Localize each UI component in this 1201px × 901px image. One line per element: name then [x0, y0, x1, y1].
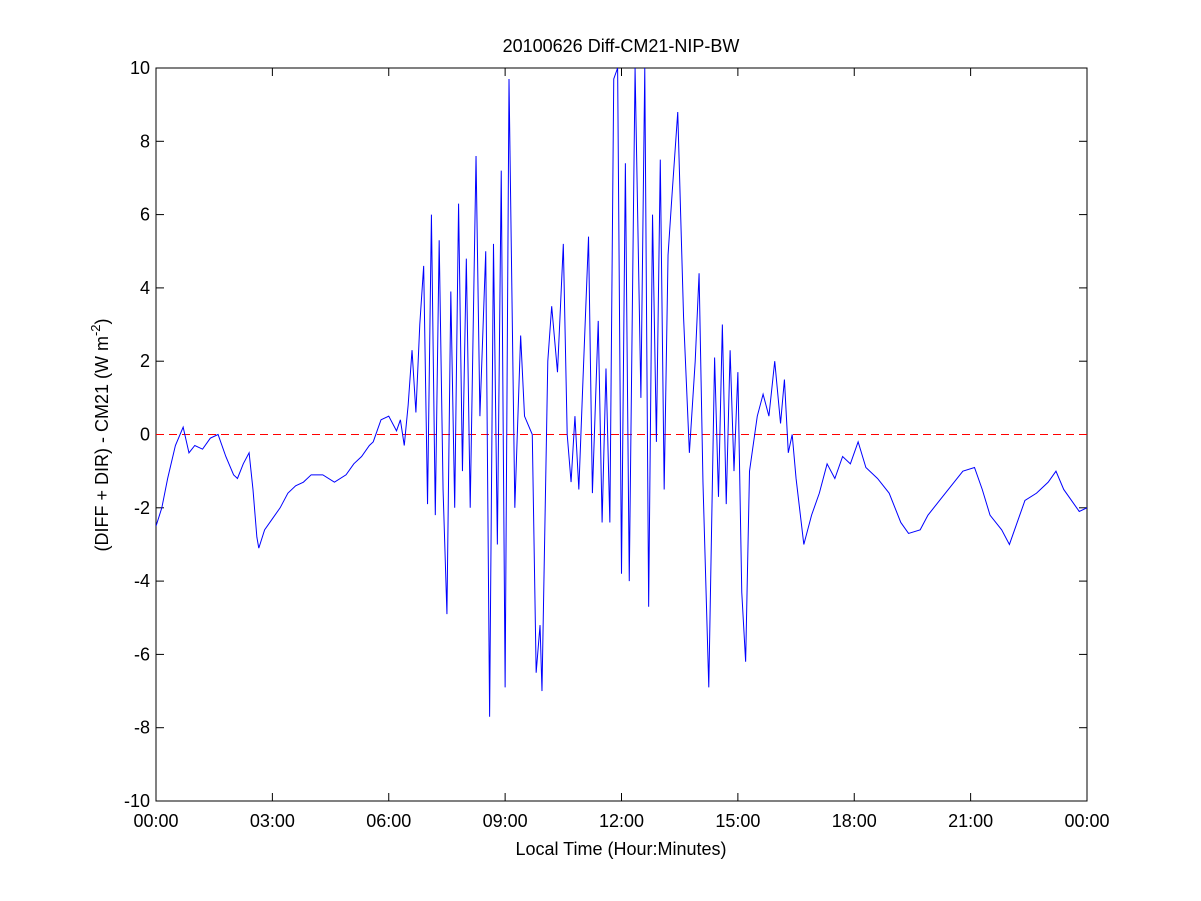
chart-title: 20100626 Diff-CM21-NIP-BW: [503, 36, 740, 56]
x-tick-label: 00:00: [133, 811, 178, 831]
x-tick-label: 21:00: [948, 811, 993, 831]
x-axis-label: Local Time (Hour:Minutes): [515, 839, 726, 859]
y-label-end: ): [92, 318, 112, 324]
x-tick-label: 09:00: [483, 811, 528, 831]
x-tick-label: 00:00: [1064, 811, 1109, 831]
y-label-sup: -2: [88, 324, 103, 336]
x-tick-label: 18:00: [832, 811, 877, 831]
y-tick-label: 6: [140, 205, 150, 225]
y-tick-label: -10: [124, 791, 150, 811]
x-tick-label: 12:00: [599, 811, 644, 831]
x-tick-label: 03:00: [250, 811, 295, 831]
data-line: [156, 68, 1087, 717]
x-tick-label: 15:00: [715, 811, 760, 831]
y-tick-label: -4: [134, 571, 150, 591]
y-tick-label: -6: [134, 644, 150, 664]
y-tick-label: 8: [140, 131, 150, 151]
y-tick-label: 0: [140, 425, 150, 445]
x-tick-label: 06:00: [366, 811, 411, 831]
y-tick-label: 2: [140, 351, 150, 371]
y-axis-label: (DIFF + DIR) - CM21 (W m-2): [88, 318, 112, 551]
y-label-text: (DIFF + DIR) - CM21 (W m: [92, 336, 112, 551]
y-tick-label: -8: [134, 718, 150, 738]
y-tick-label: -2: [134, 498, 150, 518]
y-tick-label: 4: [140, 278, 150, 298]
y-tick-label: 10: [130, 58, 150, 78]
